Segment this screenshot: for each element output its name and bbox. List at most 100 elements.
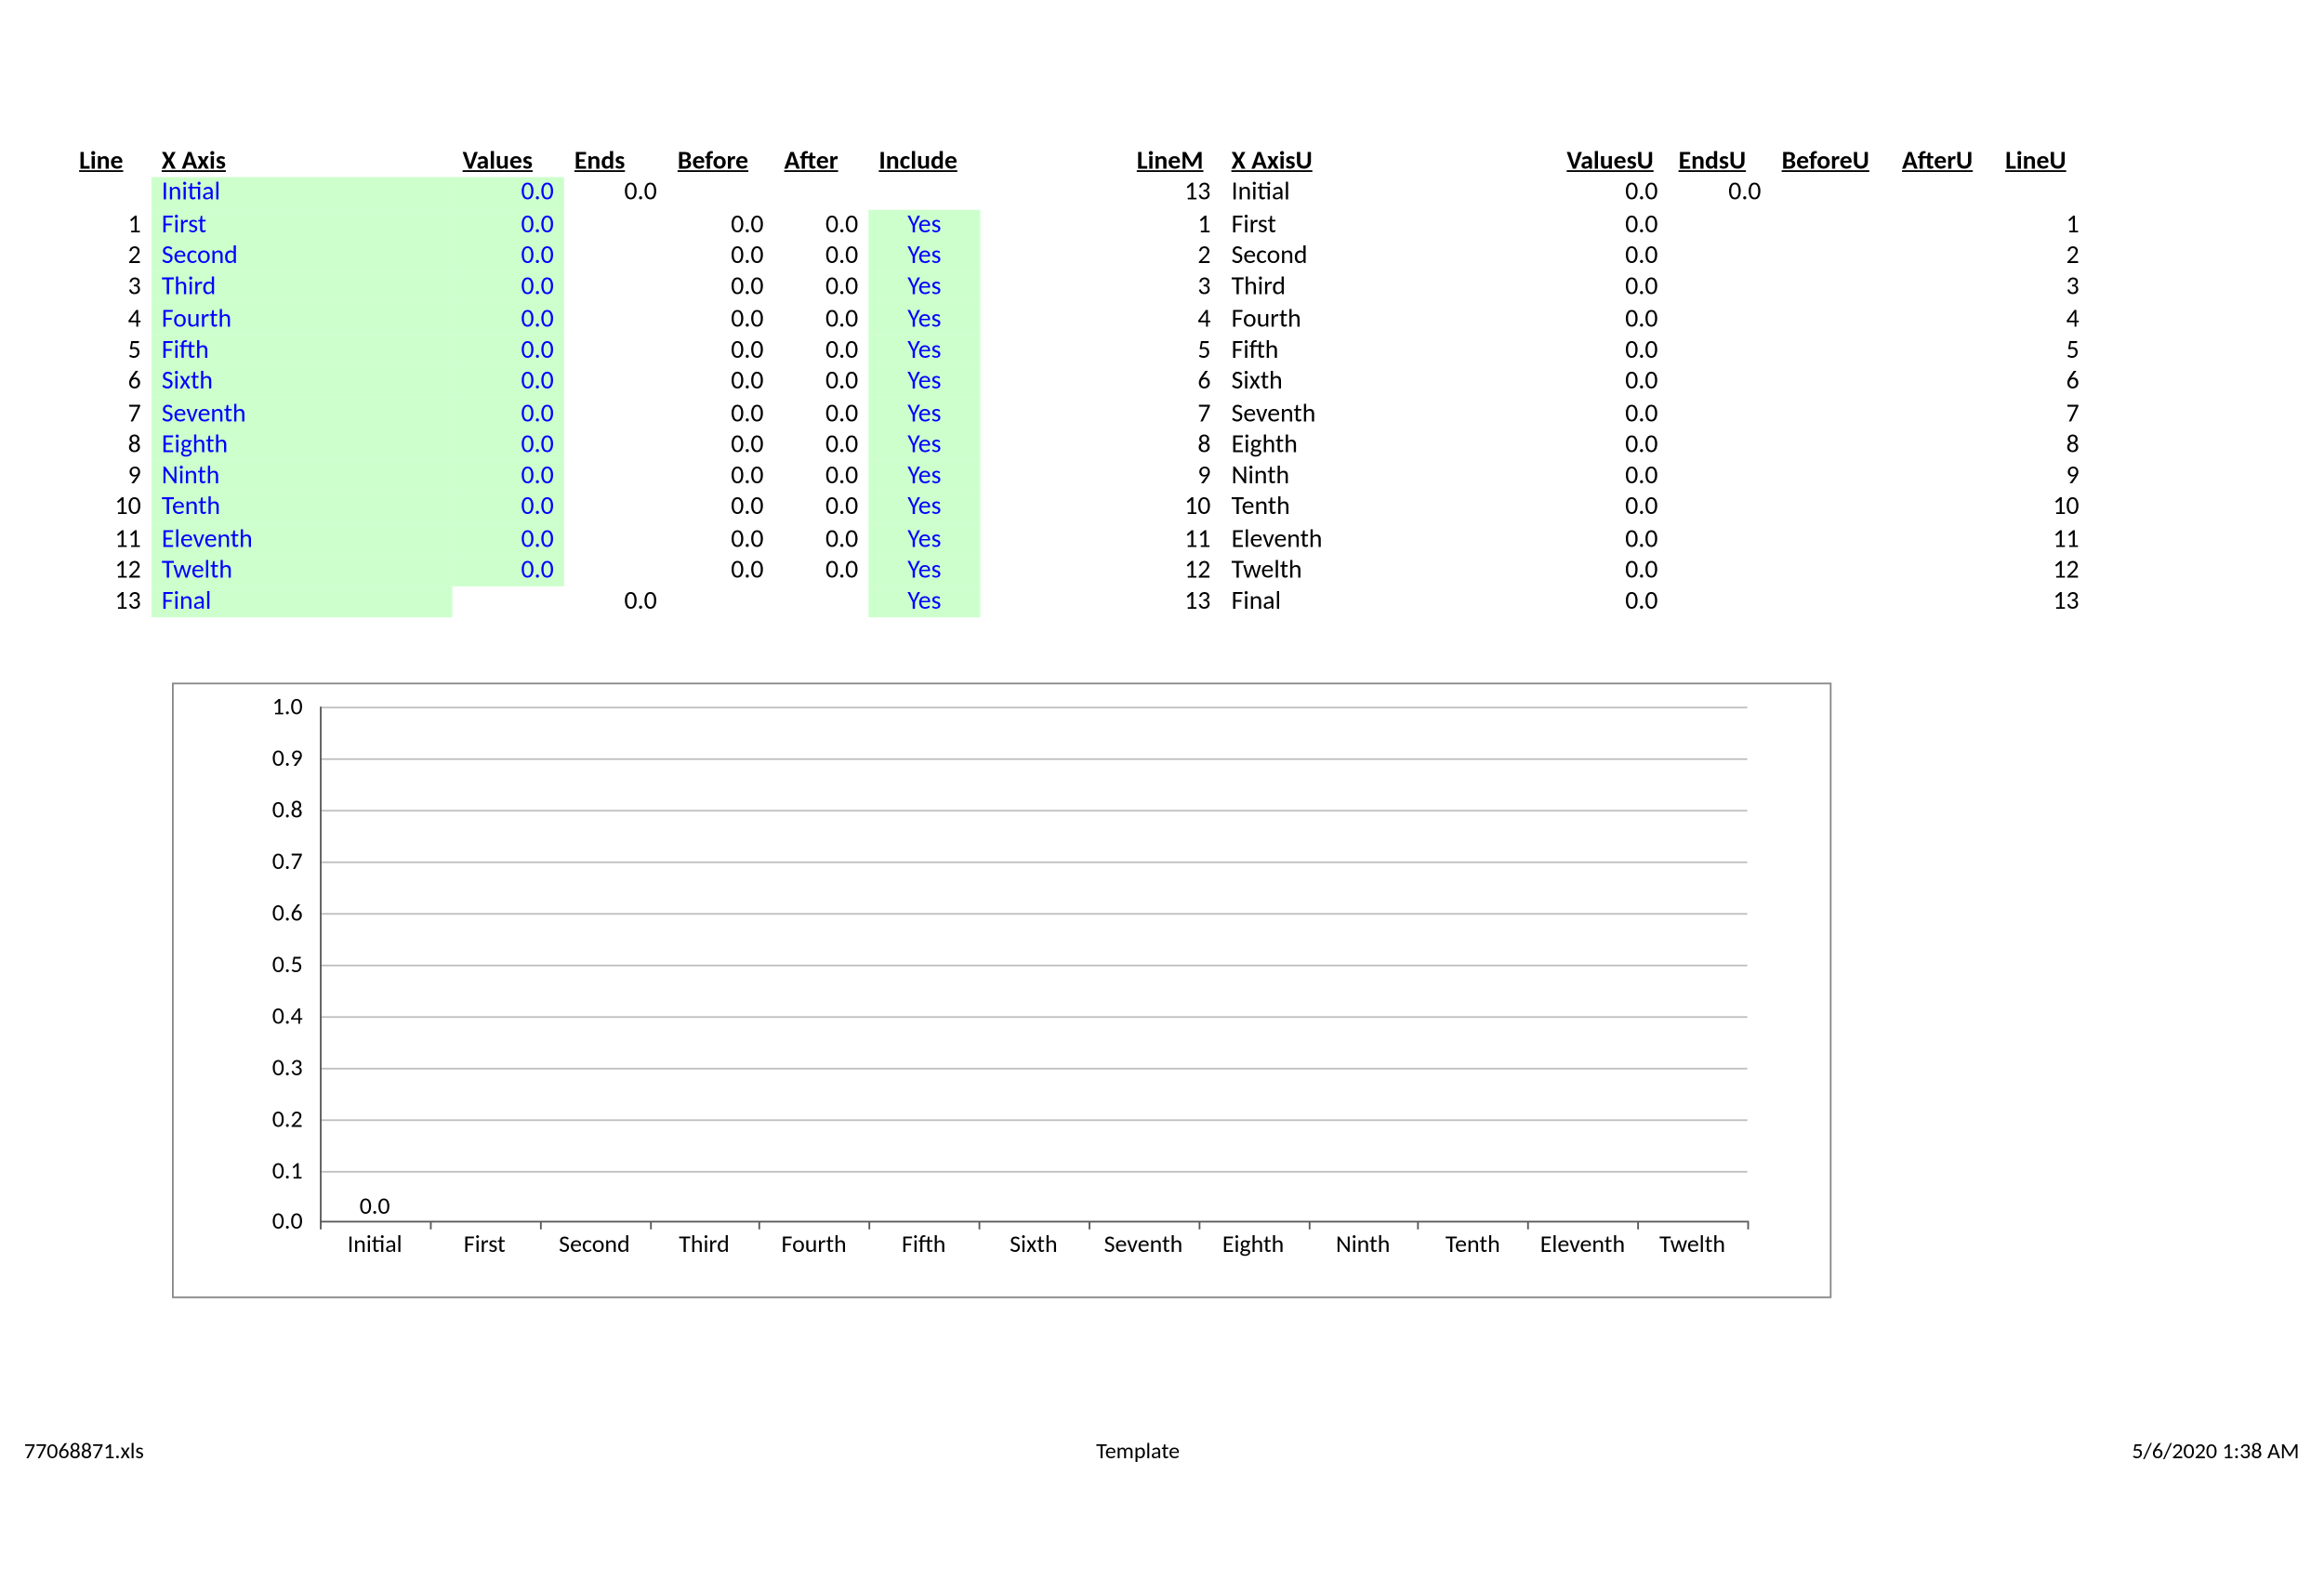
cell-beforeu[interactable] xyxy=(1772,523,1893,555)
cell-after[interactable] xyxy=(774,178,869,209)
cell-ends[interactable] xyxy=(564,398,667,429)
cell-afteru[interactable] xyxy=(1892,303,1995,335)
cell-ends[interactable] xyxy=(564,493,667,524)
cell-beforeu[interactable] xyxy=(1772,493,1893,524)
waterfall-chart[interactable]: 0.00.10.20.30.40.50.60.70.80.91.0Initial… xyxy=(172,683,1831,1298)
cell-before[interactable]: 0.0 xyxy=(667,398,774,429)
cell-xaxisu[interactable]: Fourth xyxy=(1221,303,1557,335)
cell-line[interactable]: 10 xyxy=(69,493,152,524)
cell-valuesu[interactable]: 0.0 xyxy=(1556,398,1668,429)
cell-before[interactable]: 0.0 xyxy=(667,461,774,493)
cell-endsu[interactable] xyxy=(1669,493,1772,524)
cell-ends[interactable] xyxy=(564,555,667,586)
cell-afteru[interactable] xyxy=(1892,429,1995,461)
cell-xaxisu[interactable]: Eleventh xyxy=(1221,523,1557,555)
cell-ends[interactable]: 0.0 xyxy=(564,178,667,209)
cell-linem[interactable]: 13 xyxy=(1127,178,1221,209)
cell-include[interactable]: Yes xyxy=(868,555,980,586)
cell-ends[interactable] xyxy=(564,461,667,493)
cell-values[interactable]: 0.0 xyxy=(453,523,564,555)
cell-valuesu[interactable]: 0.0 xyxy=(1556,523,1668,555)
cell-linem[interactable]: 9 xyxy=(1127,461,1221,493)
cell-valuesu[interactable]: 0.0 xyxy=(1556,429,1668,461)
cell-line[interactable]: 6 xyxy=(69,366,152,398)
cell-xaxisu[interactable]: Sixth xyxy=(1221,366,1557,398)
cell-values[interactable]: 0.0 xyxy=(453,209,564,241)
cell-xaxis[interactable]: Ninth xyxy=(152,461,453,493)
cell-afteru[interactable] xyxy=(1892,241,1995,272)
cell-linem[interactable]: 7 xyxy=(1127,398,1221,429)
cell-lineu[interactable]: 11 xyxy=(1995,523,2090,555)
cell-lineu[interactable]: 1 xyxy=(1995,209,2090,241)
hdr-line[interactable]: Line xyxy=(69,146,152,178)
cell-linem[interactable]: 4 xyxy=(1127,303,1221,335)
cell-beforeu[interactable] xyxy=(1772,178,1893,209)
cell-xaxisu[interactable]: Second xyxy=(1221,241,1557,272)
hdr-xaxisu[interactable]: X AxisU xyxy=(1221,146,1557,178)
cell-linem[interactable]: 6 xyxy=(1127,366,1221,398)
cell-before[interactable] xyxy=(667,586,774,618)
hdr-ends[interactable]: Ends xyxy=(564,146,667,178)
cell-ends[interactable] xyxy=(564,303,667,335)
cell-include[interactable] xyxy=(868,178,980,209)
cell-after[interactable]: 0.0 xyxy=(774,209,869,241)
cell-endsu[interactable] xyxy=(1669,303,1772,335)
cell-values[interactable]: 0.0 xyxy=(453,493,564,524)
cell-after[interactable]: 0.0 xyxy=(774,398,869,429)
cell-valuesu[interactable]: 0.0 xyxy=(1556,335,1668,366)
cell-xaxis[interactable]: Fifth xyxy=(152,335,453,366)
cell-xaxisu[interactable]: Fifth xyxy=(1221,335,1557,366)
cell-valuesu[interactable]: 0.0 xyxy=(1556,461,1668,493)
cell-ends[interactable] xyxy=(564,366,667,398)
cell-xaxis[interactable]: Eleventh xyxy=(152,523,453,555)
cell-endsu[interactable] xyxy=(1669,398,1772,429)
hdr-linem[interactable]: LineM xyxy=(1127,146,1221,178)
cell-ends[interactable] xyxy=(564,241,667,272)
cell-after[interactable]: 0.0 xyxy=(774,493,869,524)
cell-endsu[interactable] xyxy=(1669,209,1772,241)
cell-linem[interactable]: 3 xyxy=(1127,272,1221,304)
cell-valuesu[interactable]: 0.0 xyxy=(1556,241,1668,272)
hdr-lineu[interactable]: LineU xyxy=(1995,146,2090,178)
cell-xaxis[interactable]: Tenth xyxy=(152,493,453,524)
cell-afteru[interactable] xyxy=(1892,555,1995,586)
cell-afteru[interactable] xyxy=(1892,272,1995,304)
cell-ends[interactable] xyxy=(564,272,667,304)
cell-after[interactable] xyxy=(774,586,869,618)
cell-xaxisu[interactable]: Eighth xyxy=(1221,429,1557,461)
cell-beforeu[interactable] xyxy=(1772,209,1893,241)
cell-after[interactable]: 0.0 xyxy=(774,272,869,304)
hdr-include[interactable]: Include xyxy=(868,146,980,178)
cell-include[interactable]: Yes xyxy=(868,493,980,524)
cell-after[interactable]: 0.0 xyxy=(774,241,869,272)
cell-beforeu[interactable] xyxy=(1772,398,1893,429)
cell-afteru[interactable] xyxy=(1892,335,1995,366)
cell-xaxis[interactable]: Initial xyxy=(152,178,453,209)
cell-beforeu[interactable] xyxy=(1772,335,1893,366)
cell-include[interactable]: Yes xyxy=(868,272,980,304)
cell-lineu[interactable]: 6 xyxy=(1995,366,2090,398)
cell-before[interactable]: 0.0 xyxy=(667,241,774,272)
cell-values[interactable]: 0.0 xyxy=(453,461,564,493)
cell-include[interactable]: Yes xyxy=(868,209,980,241)
cell-line[interactable]: 4 xyxy=(69,303,152,335)
cell-line[interactable]: 5 xyxy=(69,335,152,366)
cell-xaxis[interactable]: Eighth xyxy=(152,429,453,461)
cell-line[interactable]: 2 xyxy=(69,241,152,272)
cell-values[interactable]: 0.0 xyxy=(453,178,564,209)
cell-xaxis[interactable]: Sixth xyxy=(152,366,453,398)
cell-values[interactable] xyxy=(453,586,564,618)
cell-lineu[interactable]: 9 xyxy=(1995,461,2090,493)
cell-valuesu[interactable]: 0.0 xyxy=(1556,178,1668,209)
cell-linem[interactable]: 13 xyxy=(1127,586,1221,618)
cell-xaxisu[interactable]: Third xyxy=(1221,272,1557,304)
cell-before[interactable]: 0.0 xyxy=(667,555,774,586)
cell-linem[interactable]: 11 xyxy=(1127,523,1221,555)
cell-values[interactable]: 0.0 xyxy=(453,303,564,335)
cell-linem[interactable]: 8 xyxy=(1127,429,1221,461)
cell-values[interactable]: 0.0 xyxy=(453,366,564,398)
cell-afteru[interactable] xyxy=(1892,493,1995,524)
cell-beforeu[interactable] xyxy=(1772,272,1893,304)
cell-xaxis[interactable]: Second xyxy=(152,241,453,272)
cell-after[interactable]: 0.0 xyxy=(774,303,869,335)
